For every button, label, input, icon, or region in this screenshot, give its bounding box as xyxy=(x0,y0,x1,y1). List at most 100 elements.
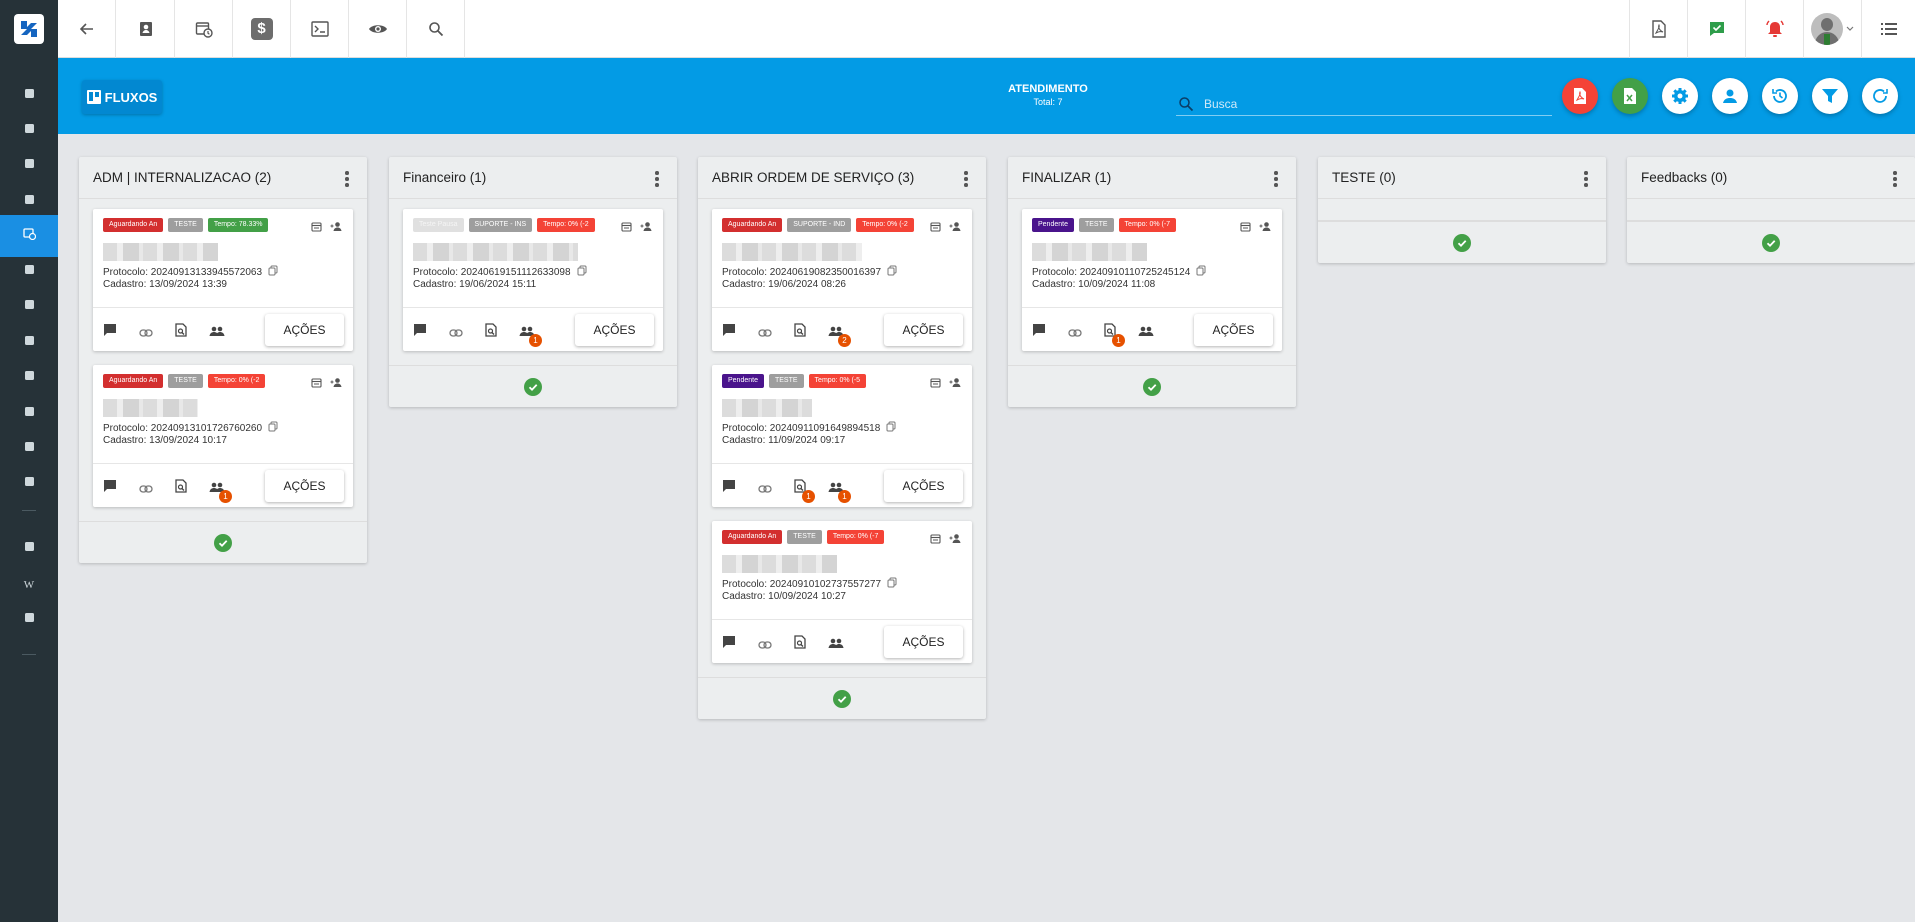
document-search-icon[interactable] xyxy=(175,323,187,342)
people-icon[interactable] xyxy=(828,324,844,342)
document-search-icon[interactable] xyxy=(1104,323,1116,342)
ticket-card[interactable]: Aguardando An TESTE Tempo: 0% (-7 Protocolo… xyxy=(712,521,972,663)
calendar-clock-icon[interactable] xyxy=(175,0,233,58)
link-icon[interactable] xyxy=(139,481,153,499)
add-person-icon[interactable] xyxy=(949,219,962,237)
copy-icon[interactable] xyxy=(268,265,278,279)
export-excel-button[interactable] xyxy=(1612,78,1648,114)
check-circle-icon[interactable] xyxy=(524,377,542,396)
copy-icon[interactable] xyxy=(887,265,897,279)
link-icon[interactable] xyxy=(449,325,463,343)
actions-button[interactable]: AÇÕES xyxy=(1194,314,1273,346)
eye-icon[interactable] xyxy=(349,0,407,58)
history-button[interactable] xyxy=(1762,78,1798,114)
copy-icon[interactable] xyxy=(886,421,896,435)
more-options-icon[interactable] xyxy=(1584,171,1588,189)
more-options-icon[interactable] xyxy=(655,171,659,189)
add-person-icon[interactable] xyxy=(640,219,653,237)
actions-button[interactable]: AÇÕES xyxy=(884,470,963,502)
dashboard-nav-item[interactable] xyxy=(0,74,58,116)
comment-icon[interactable] xyxy=(1032,323,1046,341)
calendar-icon[interactable] xyxy=(930,219,941,237)
actions-button[interactable]: AÇÕES xyxy=(265,470,344,502)
calendar-icon[interactable] xyxy=(930,531,941,549)
wiki-nav-item[interactable]: W xyxy=(0,563,58,605)
document-search-icon[interactable] xyxy=(794,323,806,342)
comment-icon[interactable] xyxy=(103,479,117,497)
ticket-card[interactable]: Aguardando An SUPORTE - IND Tempo: 0% (-2 P… xyxy=(712,209,972,351)
money-nav-item[interactable] xyxy=(0,285,58,327)
video-nav-item[interactable] xyxy=(0,527,58,569)
calendar-icon[interactable] xyxy=(311,219,322,237)
refresh-button[interactable] xyxy=(1862,78,1898,114)
search-input[interactable] xyxy=(1204,94,1544,114)
add-person-icon[interactable] xyxy=(949,531,962,549)
comment-icon[interactable] xyxy=(722,479,736,497)
contact-card-icon[interactable] xyxy=(117,0,175,58)
document-search-icon[interactable] xyxy=(794,635,806,654)
check-circle-icon[interactable] xyxy=(214,533,232,552)
box-nav-item[interactable] xyxy=(0,250,58,292)
people-icon[interactable] xyxy=(209,324,225,342)
comment-icon[interactable] xyxy=(722,635,736,653)
people-icon[interactable] xyxy=(828,636,844,654)
check-circle-icon[interactable] xyxy=(833,689,851,708)
add-person-icon[interactable] xyxy=(949,375,962,393)
calendar-icon[interactable] xyxy=(621,219,632,237)
search-icon[interactable] xyxy=(407,0,465,58)
actions-button[interactable]: AÇÕES xyxy=(884,626,963,658)
document-search-icon[interactable] xyxy=(485,323,497,342)
calendar-icon[interactable] xyxy=(930,375,941,393)
copy-icon[interactable] xyxy=(577,265,587,279)
actions-button[interactable]: AÇÕES xyxy=(265,314,344,346)
export-pdf-button[interactable] xyxy=(1562,78,1598,114)
check-circle-icon[interactable] xyxy=(1453,233,1471,252)
check-circle-icon[interactable] xyxy=(1762,233,1780,252)
actions-button[interactable]: AÇÕES xyxy=(575,314,654,346)
alarm-bell-icon[interactable] xyxy=(1745,0,1803,58)
check-circle-icon[interactable] xyxy=(1143,377,1161,396)
actions-button[interactable]: AÇÕES xyxy=(884,314,963,346)
location-nav-item[interactable] xyxy=(0,321,58,363)
link-icon[interactable] xyxy=(758,325,772,343)
more-options-icon[interactable] xyxy=(345,171,349,189)
copy-icon[interactable] xyxy=(268,421,278,435)
ticket-card[interactable]: Aguardando An TESTE Tempo: 78.33% Protocolo… xyxy=(93,209,353,351)
link-icon[interactable] xyxy=(139,325,153,343)
calendar-nav-item[interactable] xyxy=(0,215,58,257)
calendar-icon[interactable] xyxy=(1240,219,1251,237)
more-options-icon[interactable] xyxy=(1893,171,1897,189)
add-person-icon[interactable] xyxy=(330,219,343,237)
file-nav-item[interactable] xyxy=(0,427,58,469)
ticket-card[interactable]: Teste Pausa SUPORTE - INS Tempo: 0% (-2 Pro… xyxy=(403,209,663,351)
book-nav-item[interactable] xyxy=(0,180,58,222)
menu-list-icon[interactable] xyxy=(1861,0,1915,58)
copy-icon[interactable] xyxy=(1196,265,1206,279)
server-nav-item[interactable] xyxy=(0,392,58,434)
pie-chart-nav-item[interactable] xyxy=(0,109,58,151)
more-options-icon[interactable] xyxy=(964,171,968,189)
people-icon[interactable] xyxy=(519,324,535,342)
pdf-file-icon[interactable] xyxy=(1629,0,1687,58)
comment-icon[interactable] xyxy=(103,323,117,341)
document-search-icon[interactable] xyxy=(175,479,187,498)
comment-icon[interactable] xyxy=(413,323,427,341)
user-filter-button[interactable] xyxy=(1712,78,1748,114)
ticket-card[interactable]: Pendente TESTE Tempo: 0% (-7 Protocolo: 202… xyxy=(1022,209,1282,351)
more-options-icon[interactable] xyxy=(1274,171,1278,189)
dollar-icon[interactable]: $ xyxy=(233,0,291,58)
link-icon[interactable] xyxy=(758,637,772,655)
add-person-icon[interactable] xyxy=(1259,219,1272,237)
document-search-icon[interactable] xyxy=(794,479,806,498)
add-person-icon[interactable] xyxy=(330,375,343,393)
comment-icon[interactable] xyxy=(722,323,736,341)
ticket-card[interactable]: Pendente TESTE Tempo: 0% (-5 Protocolo: 202… xyxy=(712,365,972,507)
comment-nav-item[interactable] xyxy=(0,598,58,640)
link-icon[interactable] xyxy=(758,481,772,499)
document-nav-item[interactable] xyxy=(0,356,58,398)
ticket-card[interactable]: Aguardando An TESTE Tempo: 0% (-2 Protocolo… xyxy=(93,365,353,507)
link-icon[interactable] xyxy=(1068,325,1082,343)
gear-nav-item[interactable] xyxy=(0,462,58,504)
settings-button[interactable] xyxy=(1662,78,1698,114)
copy-icon[interactable] xyxy=(887,577,897,591)
